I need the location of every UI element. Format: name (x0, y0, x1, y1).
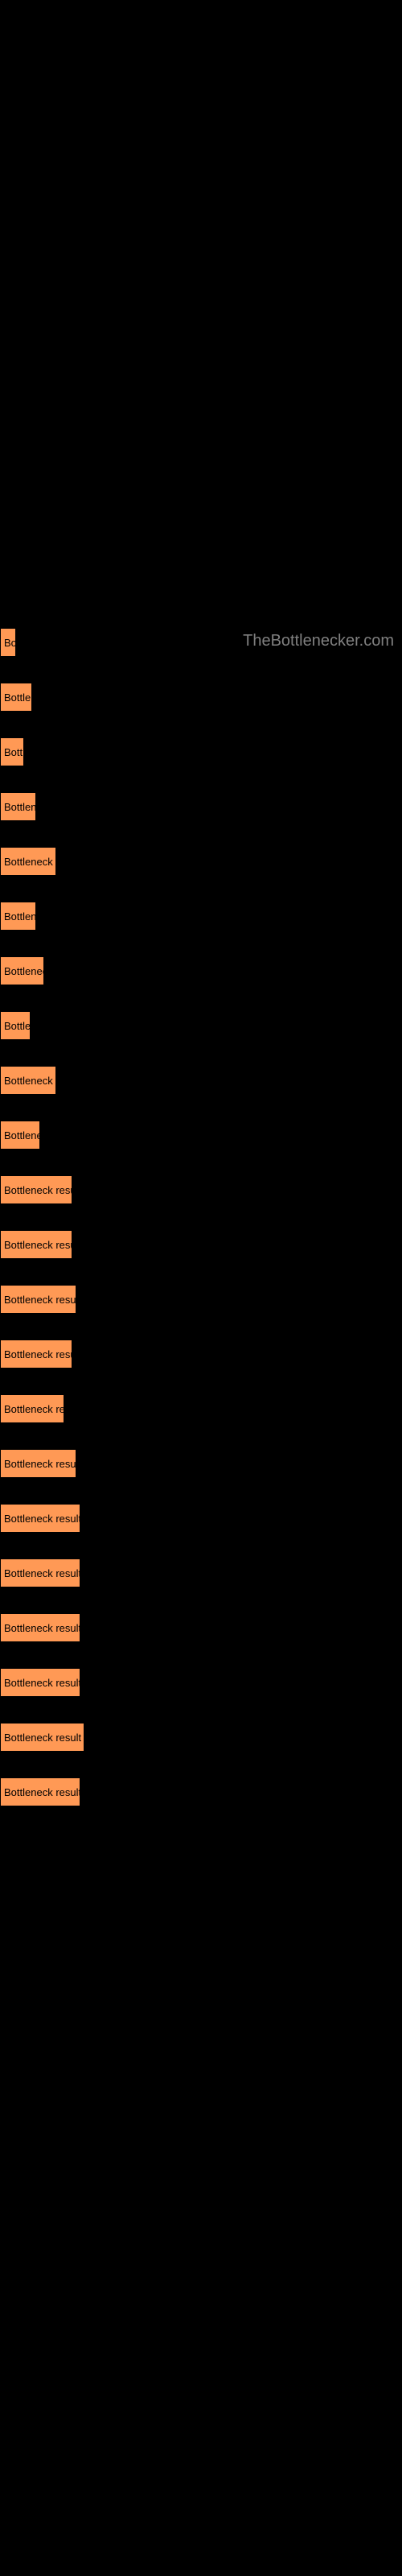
bar-row: Bottleneck result (0, 1613, 402, 1642)
watermark-text: TheBottlenecker.com (243, 632, 394, 650)
bar: Bottlene (0, 683, 32, 712)
bar: Bottlenecl (0, 1121, 40, 1150)
bar: Bottleneck result (0, 1340, 72, 1368)
bar-row: Bottleneck result (0, 1558, 402, 1587)
bar-row: Bottleneck result (0, 1723, 402, 1752)
bar-row: Bottlened (0, 792, 402, 821)
bar-row: Bottlen (0, 1011, 402, 1040)
bar: Bottleneck resu (0, 1394, 64, 1423)
bar-label: Bottleneck result (4, 1184, 72, 1196)
bar: Bottleneck result (0, 1449, 76, 1478)
bar-label: Bottleneck result (4, 1348, 72, 1360)
bar-row: Bottlenecl (0, 1121, 402, 1150)
bar-label: Bottlenecl (4, 1129, 39, 1141)
bar: Bottleneck re (0, 847, 56, 876)
bar-label: Bottlene (4, 691, 31, 704)
bar: Bottleneck result (0, 1777, 80, 1806)
bar: Bottlen (0, 1011, 31, 1040)
bar-label: Bottleneck result (4, 1513, 80, 1525)
bar: Bottleneck result (0, 1175, 72, 1204)
bar-label: Bottleneck result (4, 1786, 80, 1798)
bar-row: Bottleneck result (0, 1175, 402, 1204)
bar-row: Bottleneck result (0, 1230, 402, 1259)
bar: Bottleneck result (0, 1230, 72, 1259)
bar: Bottleneck result (0, 1504, 80, 1533)
bar: Bottleneck (0, 956, 44, 985)
bar-row: Bottleneck re (0, 847, 402, 876)
bar-row: Bottleneck result (0, 1449, 402, 1478)
bar: Bottleneck re (0, 1066, 56, 1095)
bar-chart: Bo Bottlene Bott Bottlened Bottleneck re Bott… (0, 628, 402, 1806)
bar: Bottleneck result (0, 1668, 80, 1697)
bar-row: Bottleneck result (0, 1504, 402, 1533)
bar-label: Bottleneck resu (4, 1403, 64, 1415)
bar: Bo (0, 628, 16, 657)
bar-row: Bottlened (0, 902, 402, 931)
bar-label: Bott (4, 746, 23, 758)
bar-label: Bottleneck result (4, 1677, 80, 1689)
bar-row: Bottleneck result (0, 1777, 402, 1806)
bar-row: Bottleneck result (0, 1285, 402, 1314)
bar-label: Bottleneck result (4, 1458, 76, 1470)
bar-row: Bottleneck re (0, 1066, 402, 1095)
bar-label: Bottleneck re (4, 856, 55, 868)
bar-row: Bottleneck result (0, 1668, 402, 1697)
bar: Bottleneck result (0, 1613, 80, 1642)
bar-label: Bottleneck result (4, 1567, 80, 1579)
bar: Bottlened (0, 902, 36, 931)
bar: Bottleneck result (0, 1558, 80, 1587)
bar-label: Bottleneck re (4, 1075, 55, 1087)
bar-label: Bottlened (4, 910, 35, 923)
bar: Bottlened (0, 792, 36, 821)
bar-row: Bottleneck resu (0, 1394, 402, 1423)
bar-row: Bott (0, 737, 402, 766)
bar-label: Bottleneck result (4, 1732, 81, 1744)
bar-row: Bottleneck (0, 956, 402, 985)
bar-label: Bo (4, 637, 15, 649)
bar-label: Bottleneck result (4, 1239, 72, 1251)
bar-label: Bottlened (4, 801, 35, 813)
bar-label: Bottleneck result (4, 1622, 80, 1634)
bar: Bottleneck result (0, 1285, 76, 1314)
bar: Bott (0, 737, 24, 766)
bar-label: Bottlen (4, 1020, 30, 1032)
bar-label: Bottleneck (4, 965, 43, 977)
bar-row: Bottleneck result (0, 1340, 402, 1368)
bar: Bottleneck result (0, 1723, 84, 1752)
bar-row: Bottlene (0, 683, 402, 712)
bar-label: Bottleneck result (4, 1294, 76, 1306)
